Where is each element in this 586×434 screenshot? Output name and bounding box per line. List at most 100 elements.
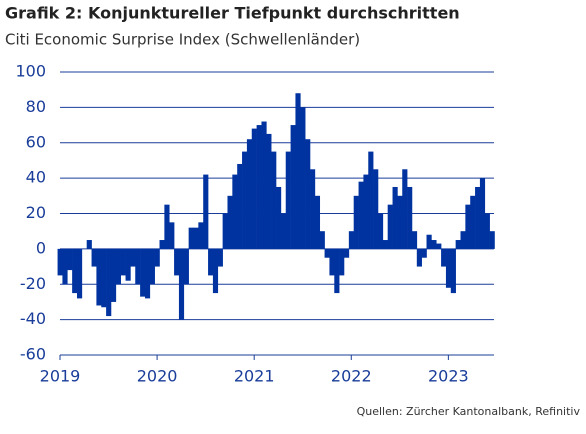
bar [169, 222, 175, 249]
bar [144, 248, 151, 299]
x-tick-label: 2021 [234, 367, 275, 386]
bar [319, 231, 325, 249]
bar [441, 248, 447, 267]
bar [276, 186, 282, 249]
bar [115, 248, 121, 285]
bar [348, 231, 355, 249]
bar [62, 248, 68, 285]
y-tick-label: -40 [20, 309, 46, 328]
bar [470, 195, 476, 249]
bar [334, 248, 340, 294]
bar [91, 248, 97, 267]
bar [96, 248, 102, 306]
bar [208, 248, 214, 276]
bar [130, 248, 136, 267]
y-tick-label: -60 [20, 345, 46, 364]
bar [159, 240, 165, 249]
y-tick-label: 40 [26, 168, 46, 187]
bar [193, 227, 199, 249]
bar [183, 248, 189, 285]
bar [212, 248, 219, 294]
bar [110, 248, 117, 302]
bar [217, 248, 223, 267]
bar [343, 248, 350, 258]
bar [314, 195, 321, 249]
bar [382, 240, 388, 249]
bar [227, 195, 233, 249]
bar [295, 93, 301, 249]
bar [368, 151, 374, 249]
bar [402, 169, 408, 249]
bar [164, 204, 170, 249]
bar [101, 248, 107, 308]
bar [76, 248, 83, 299]
bar [140, 248, 146, 297]
bar [251, 128, 257, 249]
bar [106, 248, 112, 317]
y-tick-label: 0 [36, 238, 46, 257]
bar [455, 240, 461, 249]
bar [450, 248, 456, 294]
bar [363, 174, 369, 249]
y-tick-label: 60 [26, 132, 46, 151]
bar [290, 125, 296, 249]
bar [246, 139, 253, 249]
bar [373, 169, 379, 249]
bar [222, 213, 228, 249]
bar [431, 240, 437, 249]
bar [67, 248, 73, 271]
y-tick-label: 80 [26, 97, 46, 116]
y-tick-label: 100 [15, 62, 46, 81]
bar [421, 248, 427, 258]
bar [387, 204, 393, 249]
bar [188, 227, 194, 249]
bar [411, 231, 418, 249]
bar [242, 151, 248, 249]
bar [198, 222, 204, 249]
bar [149, 248, 155, 285]
bar [426, 234, 432, 249]
bar [57, 248, 63, 276]
bar [436, 243, 442, 249]
x-tick-label: 2019 [40, 367, 81, 386]
source-note: Quellen: Zürcher Kantonalbank, Refinitiv [357, 405, 581, 418]
chart-title: Grafik 2: Konjunktureller Tiefpunkt durc… [5, 4, 460, 23]
bar [72, 248, 78, 294]
x-tick-label: 2023 [428, 367, 469, 386]
bar [232, 174, 238, 249]
bar [280, 213, 287, 249]
bar [445, 248, 452, 288]
bar [178, 248, 185, 320]
bar [305, 139, 311, 249]
bar [271, 151, 277, 249]
bar [407, 186, 413, 249]
bar [329, 248, 335, 276]
bar [358, 181, 364, 249]
y-tick-label: -20 [20, 274, 46, 293]
bar [125, 248, 131, 281]
bar [489, 231, 495, 249]
y-tick-label: 20 [26, 203, 46, 222]
bar [460, 231, 466, 249]
bar [120, 248, 126, 276]
bar [174, 248, 180, 276]
bar [475, 186, 481, 249]
x-tick-label: 2022 [331, 367, 372, 386]
bar [353, 195, 359, 249]
bar [397, 195, 403, 249]
bar [266, 133, 272, 249]
x-tick-label: 2020 [137, 367, 178, 386]
bar [300, 107, 306, 249]
bar [86, 240, 92, 249]
bar [484, 213, 490, 249]
bar [285, 151, 291, 249]
bar [324, 248, 330, 258]
bar [416, 248, 422, 267]
bar [392, 186, 398, 249]
bar [479, 178, 486, 249]
bar [154, 248, 160, 267]
bar [310, 169, 316, 249]
bar [465, 204, 471, 249]
bar [377, 213, 384, 249]
bar [261, 121, 267, 249]
